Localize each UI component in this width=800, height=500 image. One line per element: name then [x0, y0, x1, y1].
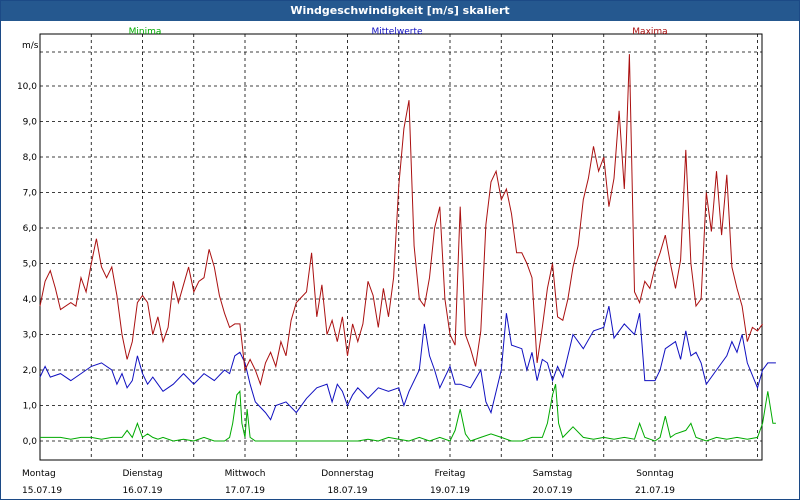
x-tick-date: 18.07.19	[327, 486, 367, 496]
y-tick-label: 1,0	[23, 402, 38, 412]
window-title: Windgeschwindigkeit [m/s] skaliert	[1, 1, 799, 21]
x-tick-day: Freitag	[435, 469, 466, 479]
series-line-maxima	[39, 54, 764, 386]
series-group	[39, 54, 776, 442]
x-axis-ticks: Montag 15.07.19 Dienstag 16.07.19 Mittwoch 17…	[22, 469, 675, 496]
grid	[40, 34, 762, 460]
y-axis-label: m/s	[22, 41, 39, 51]
x-tick-date: 17.07.19	[225, 486, 265, 496]
y-tick-label: 3,0	[23, 331, 38, 341]
y-tick-label: 6,0	[23, 224, 38, 234]
x-tick-date: 20.07.19	[532, 486, 572, 496]
series-line-mittelwerte	[39, 305, 776, 421]
x-tick-day: Donnerstag	[321, 469, 374, 479]
x-tick-day: Mittwoch	[225, 469, 266, 479]
x-tick-date: 19.07.19	[430, 486, 470, 496]
y-tick-label: 7,0	[23, 189, 38, 199]
plot-area	[39, 33, 763, 461]
x-tick-date: 21.07.19	[635, 486, 675, 496]
y-tick-label: 10,0	[17, 82, 37, 92]
x-tick-day: Samstag	[533, 469, 572, 479]
y-tick-label: 2,0	[23, 366, 38, 376]
y-axis-ticks: 0,0 1,0 2,0 3,0 4,0 5,0 6,0 7,0 8,0 9,0 10,0	[17, 82, 37, 447]
x-tick-date: 15.07.19	[22, 486, 62, 496]
y-tick-label: 0,0	[23, 437, 38, 447]
x-tick-day: Sonntag	[636, 469, 673, 479]
x-tick-day: Montag	[22, 469, 56, 479]
y-tick-label: 9,0	[23, 118, 38, 128]
legend-minima: Minima	[129, 27, 162, 37]
legend-maxima: Maxima	[632, 27, 667, 37]
series-line-minima	[40, 384, 776, 442]
legend-mittelwerte: Mittelwerte	[371, 27, 422, 37]
y-tick-label: 5,0	[23, 260, 38, 270]
y-tick-label: 4,0	[23, 295, 38, 305]
x-tick-date: 16.07.19	[122, 486, 162, 496]
x-tick-day: Dienstag	[122, 469, 162, 479]
y-tick-label: 8,0	[23, 153, 38, 163]
